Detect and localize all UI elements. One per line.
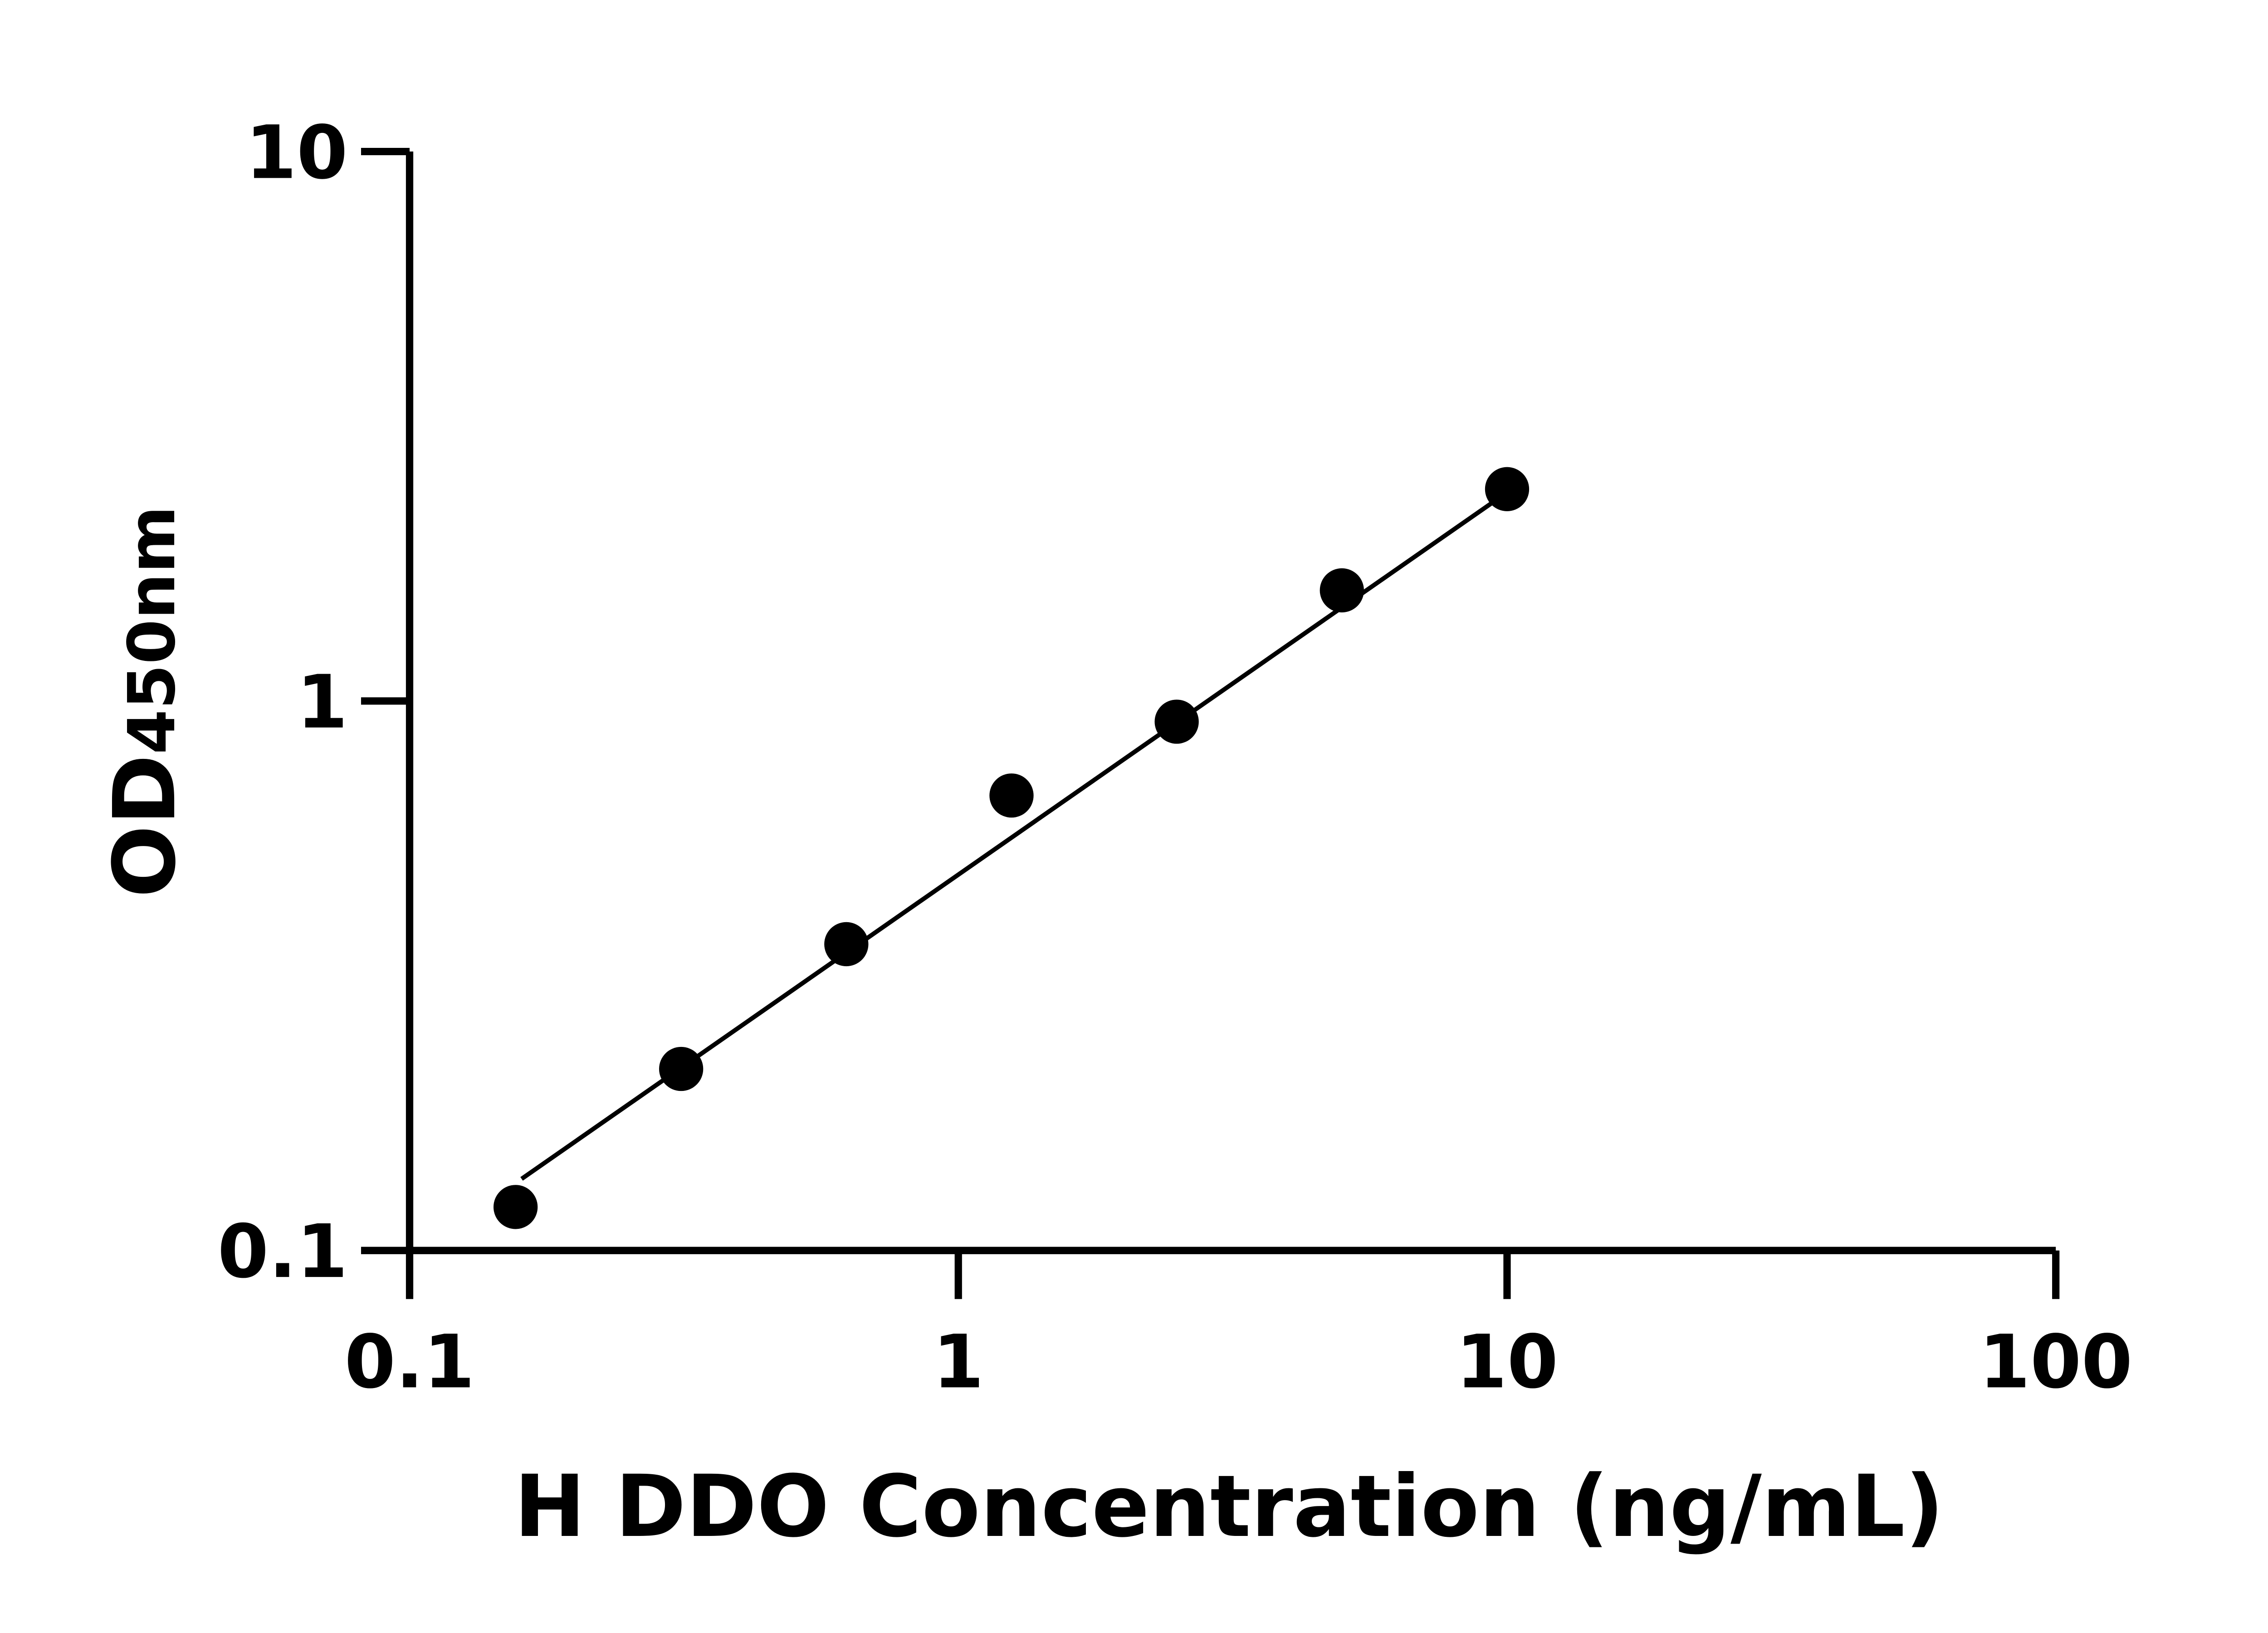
- data-point: [1320, 568, 1364, 613]
- y-tick-label: 10: [245, 110, 348, 196]
- data-point: [1154, 699, 1199, 744]
- x-axis-label: H DDO Concentration (ng/mL): [514, 1457, 1944, 1556]
- y-tick-label: 0.1: [218, 1209, 348, 1295]
- data-marks: [493, 467, 1530, 1229]
- data-point: [989, 773, 1034, 818]
- x-tick-label: 10: [1456, 1319, 1559, 1405]
- data-point: [824, 922, 869, 967]
- data-point: [659, 1046, 704, 1091]
- axes: [361, 147, 2060, 1299]
- y-axis-label-main: OD: [95, 754, 195, 898]
- data-point: [493, 1185, 538, 1229]
- x-tick-label: 100: [1979, 1319, 2133, 1405]
- y-axis-label-sub: 450nm: [114, 506, 190, 754]
- x-tick-label: 0.1: [344, 1319, 474, 1405]
- y-tick-label: 1: [297, 660, 348, 745]
- tick-labels: 0.1 1 10 100 0.1 1 10: [218, 110, 2133, 1405]
- x-tick-label: 1: [933, 1319, 984, 1405]
- y-axis-label: OD450nm: [95, 506, 195, 898]
- data-point: [1485, 467, 1530, 511]
